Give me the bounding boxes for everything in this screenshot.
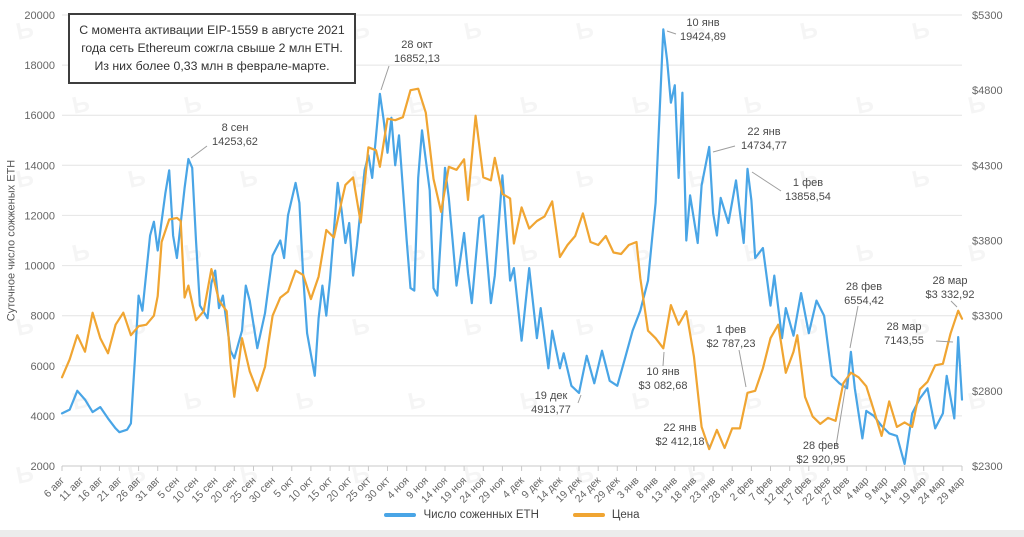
annotation-leader — [751, 171, 782, 192]
annotation-value: 13858,54 — [785, 191, 831, 203]
annotation-value: 7143,55 — [884, 335, 924, 347]
forklog-watermark-icon: Ь — [574, 164, 596, 194]
forklog-watermark-icon: Ь — [462, 312, 484, 342]
annotation-date: 22 янв — [663, 422, 696, 434]
forklog-watermark-icon: Ь — [910, 16, 932, 46]
forklog-watermark-icon: Ь — [742, 238, 764, 268]
annotation-leader — [712, 145, 736, 153]
y-left-tick-label: 8000 — [31, 311, 55, 323]
y-right-tick-label: $5300 — [972, 10, 1003, 22]
forklog-watermark-icon: Ь — [70, 238, 92, 268]
legend-item-price: Цена — [572, 509, 640, 521]
annotation-leader — [935, 340, 954, 343]
y-right-tick-label: $3300 — [972, 311, 1003, 323]
bottom-strip — [0, 530, 1024, 537]
series-burned-eth — [60, 28, 964, 466]
y-right-tick-label: $2300 — [972, 461, 1003, 473]
y-left-tick-label: 2000 — [31, 461, 55, 473]
annotation-date: 28 мар — [886, 321, 921, 333]
annotation-value: 6554,42 — [844, 295, 884, 307]
forklog-watermark-icon: Ь — [182, 386, 204, 416]
legend-label-price: Цена — [611, 509, 640, 521]
annotation-date: 10 янв — [686, 17, 719, 29]
annotation-date: 28 мар — [932, 275, 967, 287]
annotation-leader — [662, 351, 665, 367]
info-line-1: С момента активации EIP-1559 в августе 2… — [79, 23, 345, 37]
price-line-swatch-icon — [572, 513, 605, 517]
annotation-value: 14734,77 — [741, 140, 787, 152]
legend-label-burned: Число соженных ETH — [423, 509, 539, 521]
y-left-tick-label: 6000 — [31, 361, 55, 373]
forklog-watermark-icon: Ь — [518, 238, 540, 268]
y-left-tick-label: 12000 — [24, 210, 55, 222]
info-line-2: года сеть Ethereum сожгла свыше 2 млн ET… — [81, 40, 343, 55]
annotation-value: $3 082,68 — [639, 380, 688, 392]
annotation-date: 10 янв — [646, 366, 679, 378]
annotation-date: 28 окт — [401, 39, 432, 51]
annotation-leader — [380, 65, 390, 91]
forklog-watermark-icon: Ь — [910, 164, 932, 194]
chart-legend: Число соженных ETH Цена — [0, 509, 1024, 521]
annotation-date: 8 сен — [222, 122, 249, 134]
annotation-leader — [577, 394, 582, 404]
annotation-value: $2 412,18 — [656, 436, 705, 448]
y-right-tick-label: $2800 — [972, 386, 1003, 398]
annotation-date: 19 дек — [535, 390, 568, 402]
legend-item-burned: Число соженных ETH — [384, 509, 539, 521]
burned-line-swatch-icon — [384, 513, 417, 517]
annotation-value: 4913,77 — [531, 404, 571, 416]
annotation-leader — [950, 300, 958, 308]
annotation-date: 1 фев — [793, 177, 823, 189]
info-callout: С момента активации EIP-1559 в августе 2… — [68, 13, 356, 85]
forklog-watermark-icon: Ь — [854, 238, 876, 268]
forklog-watermark-icon: Ь — [462, 16, 484, 46]
annotation-value: $2 787,23 — [707, 338, 756, 350]
forklog-watermark-icon: Ь — [294, 238, 316, 268]
annotation-leader — [738, 349, 747, 388]
annotation-date: 22 янв — [747, 126, 780, 138]
annotation-value: 14253,62 — [212, 136, 258, 148]
annotation-leader — [835, 377, 848, 447]
forklog-watermark-icon: Ь — [238, 164, 260, 194]
info-line-3: Из них более 0,33 млн в феврале-марте. — [94, 58, 330, 73]
y-left-tick-label: 16000 — [24, 110, 55, 122]
y-right-tick-label: $4800 — [972, 85, 1003, 97]
y-left-tick-label: 10000 — [24, 261, 55, 273]
annotation-value: $2 920,95 — [797, 454, 846, 466]
forklog-watermark-icon: Ь — [574, 312, 596, 342]
forklog-watermark-icon: Ь — [294, 386, 316, 416]
y-left-tick-label: 4000 — [31, 411, 55, 423]
y-left-tick-label: 20000 — [24, 10, 55, 22]
annotation-value: 16852,13 — [394, 53, 440, 65]
forklog-watermark-icon: Ь — [126, 164, 148, 194]
annotation-leader — [666, 30, 677, 35]
annotation-date: 1 фев — [716, 324, 746, 336]
annotation-date: 28 фев — [846, 281, 882, 293]
forklog-watermark-icon: Ь — [182, 238, 204, 268]
forklog-watermark-icon: Ь — [406, 386, 428, 416]
y-right-tick-label: $3800 — [972, 236, 1003, 248]
forklog-watermark-icon: Ь — [350, 312, 372, 342]
annotation-leader — [849, 305, 859, 349]
forklog-watermark-icon: Ь — [798, 16, 820, 46]
y-right-tick-label: $4300 — [972, 160, 1003, 172]
annotation-leader — [706, 441, 711, 448]
annotation-leader — [190, 145, 208, 159]
annotation-value: $3 332,92 — [926, 289, 975, 301]
y-left-tick-label: 14000 — [24, 160, 55, 172]
forklog-watermark-icon: Ь — [798, 312, 820, 342]
annotation-date: 28 фев — [803, 440, 839, 452]
y-left-tick-label: 18000 — [24, 60, 55, 72]
forklog-watermark-icon: Ь — [574, 16, 596, 46]
series-price — [60, 87, 964, 451]
annotation-value: 19424,89 — [680, 31, 726, 43]
